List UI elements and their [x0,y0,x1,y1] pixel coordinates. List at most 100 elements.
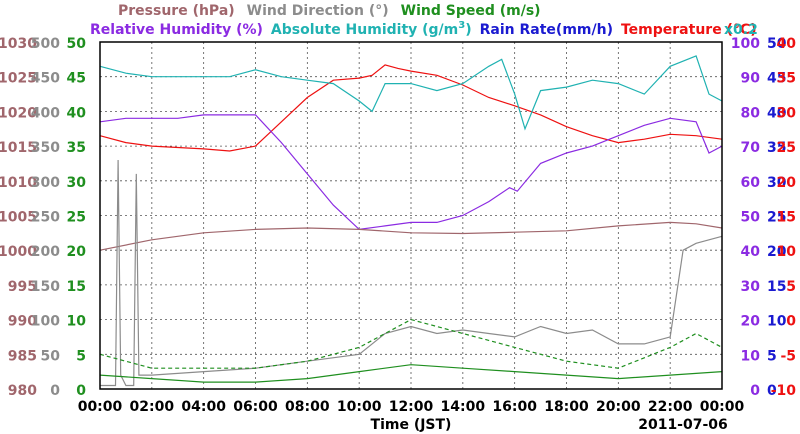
wind-direction-tick-label: 0 [50,383,60,399]
rain-rate-tick-label: 5 [767,348,777,364]
series-line [99,114,723,231]
pressure-tick-label: 980 [8,383,37,399]
humidity-tick-label: 70 [741,140,761,156]
x-tick-label: 22:00 [648,399,693,415]
wind-direction-tick-label: 300 [31,175,60,191]
x-tick-label: 06:00 [233,399,278,415]
wind-direction-tick-label: 200 [31,244,60,260]
humidity-tick-label: 90 [741,71,761,87]
rain-rate-tick-label: 35 [767,140,786,156]
wind-direction-tick-label: 500 [31,36,60,52]
legend-entry: Pressure (hPa) [118,3,235,19]
humidity-tick-label: 30 [741,279,761,295]
rain-rate-tick-label: 40 [767,105,787,121]
temperature-tick-label: 15 [777,210,796,226]
temperature-tick-label: 35 [777,71,796,87]
x-tick-label: 14:00 [441,399,486,415]
legend-entry: Absolute Humidity (g/m [271,22,458,38]
wind-speed-tick-label: 5 [76,348,86,364]
series-line [99,64,723,152]
legend-superscript: 3 [458,20,465,31]
wind-direction-tick-label: 350 [31,140,60,156]
date-label: 2011-07-06 [638,417,728,433]
pressure-tick-label: 1020 [0,105,37,121]
legend-entry-tail: ) [465,22,471,38]
series-line [99,55,723,131]
x-tick-label: 16:00 [492,399,537,415]
pressure-tick-label: 1000 [0,244,37,260]
wind-speed-tick-label: 45 [67,71,86,87]
legend-entry: Relative Humidity (%) [90,22,263,38]
series-line [99,221,723,251]
pressure-tick-label: 995 [8,279,37,295]
temperature-tick-label: -10 [771,383,797,399]
x-axis-title: Time (JST) [371,417,452,433]
x-tick-label: 12:00 [389,399,434,415]
pressure-tick-label: 1030 [0,36,37,52]
humidity-tick-label: 60 [741,175,761,191]
temperature-tick-label: 10 [777,244,797,260]
x-tick-label: 08:00 [285,399,330,415]
legend-entry: Wind Speed (m/s) [401,3,541,19]
wind-speed-tick-label: 0 [76,383,86,399]
right-axis-labels: 1009080706050403020100504540353025201510… [731,36,796,399]
left-axis-labels: 1030102510201015101010051000995990985980… [0,36,86,399]
wind-speed-tick-label: 20 [67,244,87,260]
temperature-tick-label: 0 [786,314,796,330]
legend-row-2: Relative Humidity (%) Absolute Humidity (… [90,20,757,38]
pressure-tick-label: 990 [8,314,37,330]
wind-speed-tick-label: 10 [67,314,87,330]
pressure-tick-label: 985 [8,348,37,364]
temperature-tick-label: 25 [777,140,796,156]
x-tick-label: 02:00 [130,399,175,415]
wind-direction-tick-label: 150 [31,279,60,295]
rain-rate-tick-label: 30 [767,175,787,191]
humidity-tick-label: 100 [731,36,760,52]
x-tick-label: 00:00 [78,399,123,415]
x-tick-label: 20:00 [596,399,641,415]
pressure-tick-label: 1010 [0,175,37,191]
humidity-tick-label: 0 [750,383,760,399]
x-axis-labels: 00:00 02:00 04:00 06:00 08:00 10:00 12:00 14:00… [78,399,745,415]
temperature-tick-label: 30 [777,105,797,121]
wind-direction-tick-label: 400 [31,105,60,121]
wind-speed-tick-label: 35 [67,140,86,156]
x-tick-label: 18:00 [544,399,589,415]
wind-direction-tick-label: 100 [31,314,60,330]
plot-frame [99,41,723,390]
rain-rate-tick-label: 25 [767,210,786,226]
pressure-tick-label: 1025 [0,71,37,87]
temperature-tick-label: 40 [777,36,797,52]
x-tick-label: 04:00 [181,399,226,415]
temperature-tick-label: 5 [786,279,796,295]
x-tick-label: 10:00 [337,399,382,415]
wind-speed-tick-label: 25 [67,210,86,226]
humidity-tick-label: 40 [741,244,761,260]
legend-entry: Rain Rate(mm/h) [480,22,613,38]
legend-entry: Temperature (°C) [621,22,757,38]
pressure-tick-label: 1015 [0,140,37,156]
rain-rate-tick-label: 15 [767,279,786,295]
temperature-tick-label: -5 [780,348,796,364]
grid [100,42,722,389]
wind-direction-tick-label: 50 [41,348,61,364]
x-tick-label: 00:00 [700,399,745,415]
rain-rate-tick-label: 10 [767,314,787,330]
rain-rate-tick-label: 50 [767,36,787,52]
wind-speed-tick-label: 50 [67,36,87,52]
humidity-tick-label: 80 [741,105,761,121]
wind-speed-tick-label: 15 [67,279,86,295]
series-line [99,318,723,369]
rain-rate-tick-label: 0 [767,383,777,399]
wind-direction-tick-label: 450 [31,71,60,87]
series-line [99,364,723,383]
temperature-tick-label: 20 [777,175,797,191]
wind-speed-tick-label: 40 [67,105,87,121]
rain-rate-tick-label: 45 [767,71,786,87]
legend: Pressure (hPa) Wind Direction (°) Wind Spe… [90,3,758,38]
legend-scale-suffix: x0.2 [724,22,758,38]
rain-rate-tick-label: 20 [767,244,787,260]
pressure-tick-label: 1005 [0,210,37,226]
humidity-tick-label: 10 [741,348,761,364]
